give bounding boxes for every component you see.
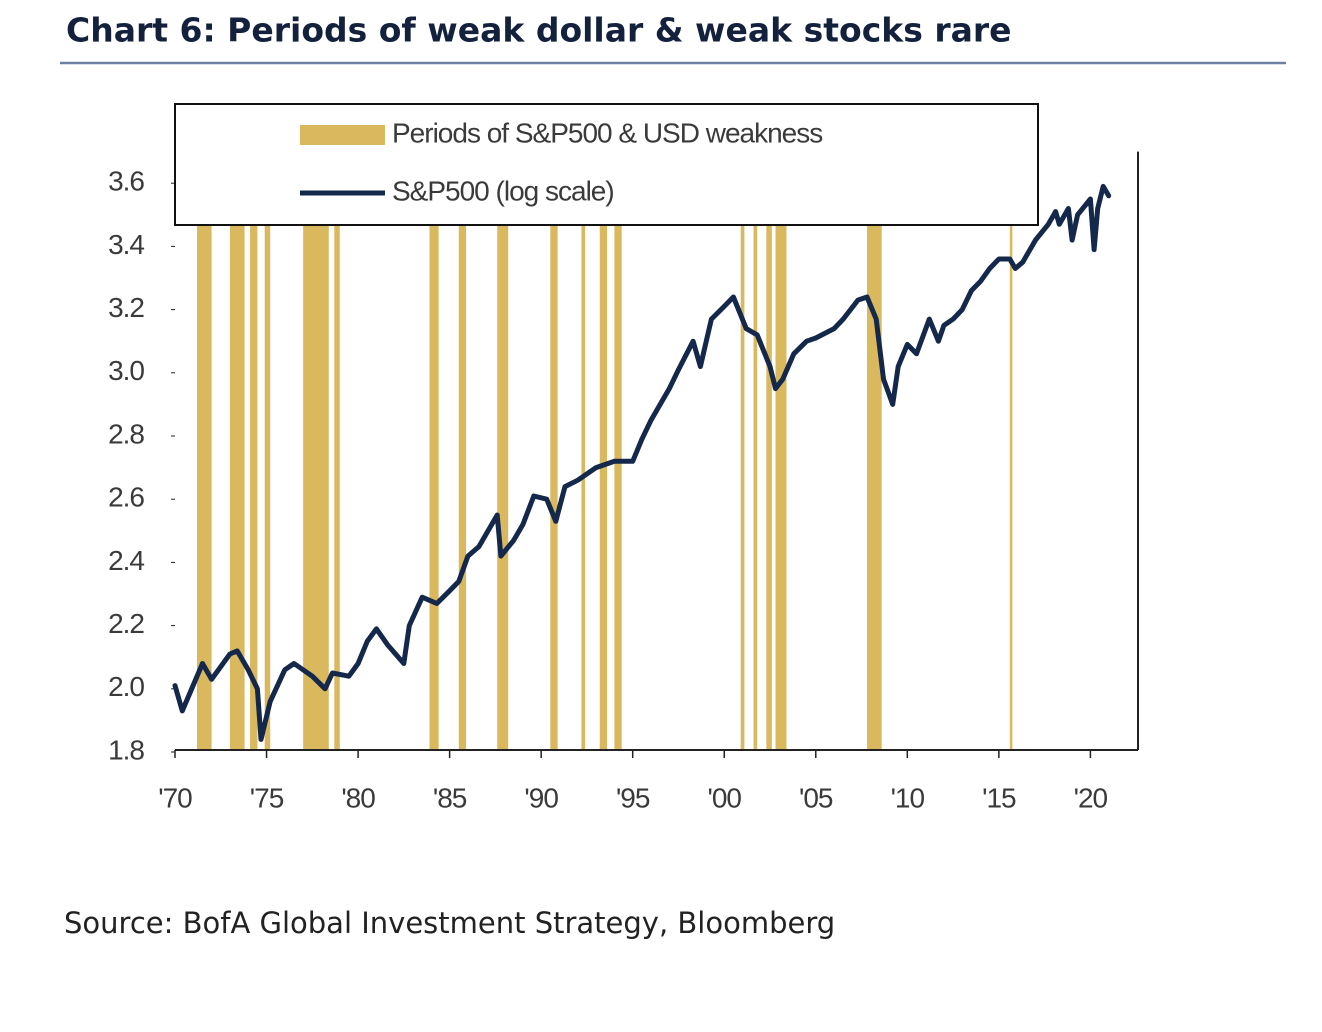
legend-box — [174, 103, 1039, 226]
weakness-band — [766, 151, 772, 751]
x-tick-label: '20 — [1074, 782, 1108, 813]
weakness-band — [303, 151, 329, 751]
legend-label: S&P500 (log scale) — [392, 175, 614, 206]
x-tick-label: '85 — [433, 782, 467, 813]
x-tick-label: '70 — [158, 782, 192, 813]
legend-swatch — [300, 125, 385, 145]
y-tick-label: 1.8 — [108, 734, 144, 765]
chart-title: Chart 6: Periods of weak dollar & weak s… — [66, 11, 1012, 50]
weakness-band — [250, 151, 258, 751]
weakness-band — [614, 151, 622, 751]
weakness-band — [458, 151, 467, 751]
x-tick-label: '10 — [891, 782, 925, 813]
weakness-band — [264, 151, 271, 751]
weakness-band — [867, 151, 882, 751]
weakness-band — [229, 151, 245, 751]
weakness-band — [740, 151, 745, 751]
weakness-band — [581, 151, 586, 751]
weakness-band — [429, 151, 439, 751]
legend: Periods of S&P500 & USD weakness S&P500 (… — [174, 103, 1039, 226]
weakness-band — [599, 151, 608, 751]
legend-label: Periods of S&P500 & USD weakness — [392, 117, 822, 148]
weakness-band — [1009, 151, 1013, 751]
y-tick-label: 2.8 — [108, 418, 144, 449]
x-tick-label: '95 — [616, 782, 650, 813]
x-tick-label: '00 — [707, 782, 741, 813]
x-tick-label: '75 — [250, 782, 284, 813]
x-tick-label: '05 — [799, 782, 833, 813]
y-tick-label: 2.0 — [108, 671, 144, 702]
y-tick-label: 2.2 — [108, 608, 144, 639]
sp500-line — [172, 183, 1112, 742]
y-tick-label: 3.2 — [108, 292, 144, 323]
weakness-band — [497, 151, 509, 751]
weakness-band — [550, 151, 558, 751]
source-note: Source: BofA Global Investment Strategy,… — [64, 906, 835, 940]
y-tick-label: 3.6 — [108, 166, 144, 197]
y-tick-label: 3.0 — [108, 355, 144, 386]
x-tick-label: '15 — [982, 782, 1016, 813]
x-tick-label: '80 — [341, 782, 375, 813]
weakness-band — [775, 151, 787, 751]
weakness-band — [753, 151, 758, 751]
y-tick-label: 3.4 — [108, 229, 144, 260]
x-tick-label: '90 — [524, 782, 558, 813]
plot: 1.8 2.0 2.2 2.4 2.6 2.8 3.0 3.2 3.4 3.6 '70 '75 '80 '… — [108, 103, 1139, 813]
y-tick-label: 2.6 — [108, 482, 144, 513]
weakness-band — [334, 151, 340, 751]
y-tick-label: 2.4 — [108, 545, 144, 576]
weakness-band — [196, 151, 212, 751]
